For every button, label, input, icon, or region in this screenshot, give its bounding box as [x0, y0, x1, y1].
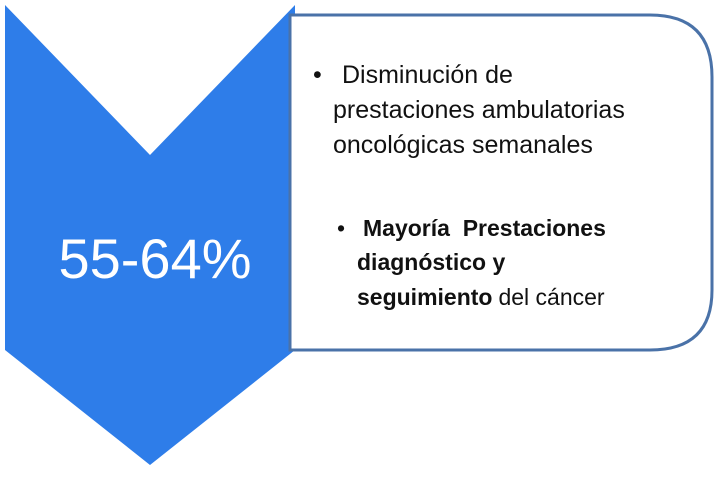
- bullet-line: diagnóstico y: [357, 249, 505, 275]
- bullet-line: Disminución de: [342, 61, 513, 89]
- bullet-dot: •: [313, 61, 322, 89]
- text-box: [288, 13, 714, 352]
- highlight-value: 55-64%: [58, 227, 251, 290]
- bullet-dot: •: [337, 215, 345, 241]
- bold-text: seguimiento: [357, 284, 492, 310]
- plain-text: del cáncer: [498, 284, 604, 310]
- bullet-line: seguimiento del cáncer: [357, 284, 605, 310]
- chevron: [5, 5, 295, 465]
- bullet-line: oncológicas semanales: [333, 131, 593, 159]
- bullet-line: Mayoría Prestaciones: [363, 215, 606, 241]
- bullet-line: prestaciones ambulatorias: [333, 96, 625, 124]
